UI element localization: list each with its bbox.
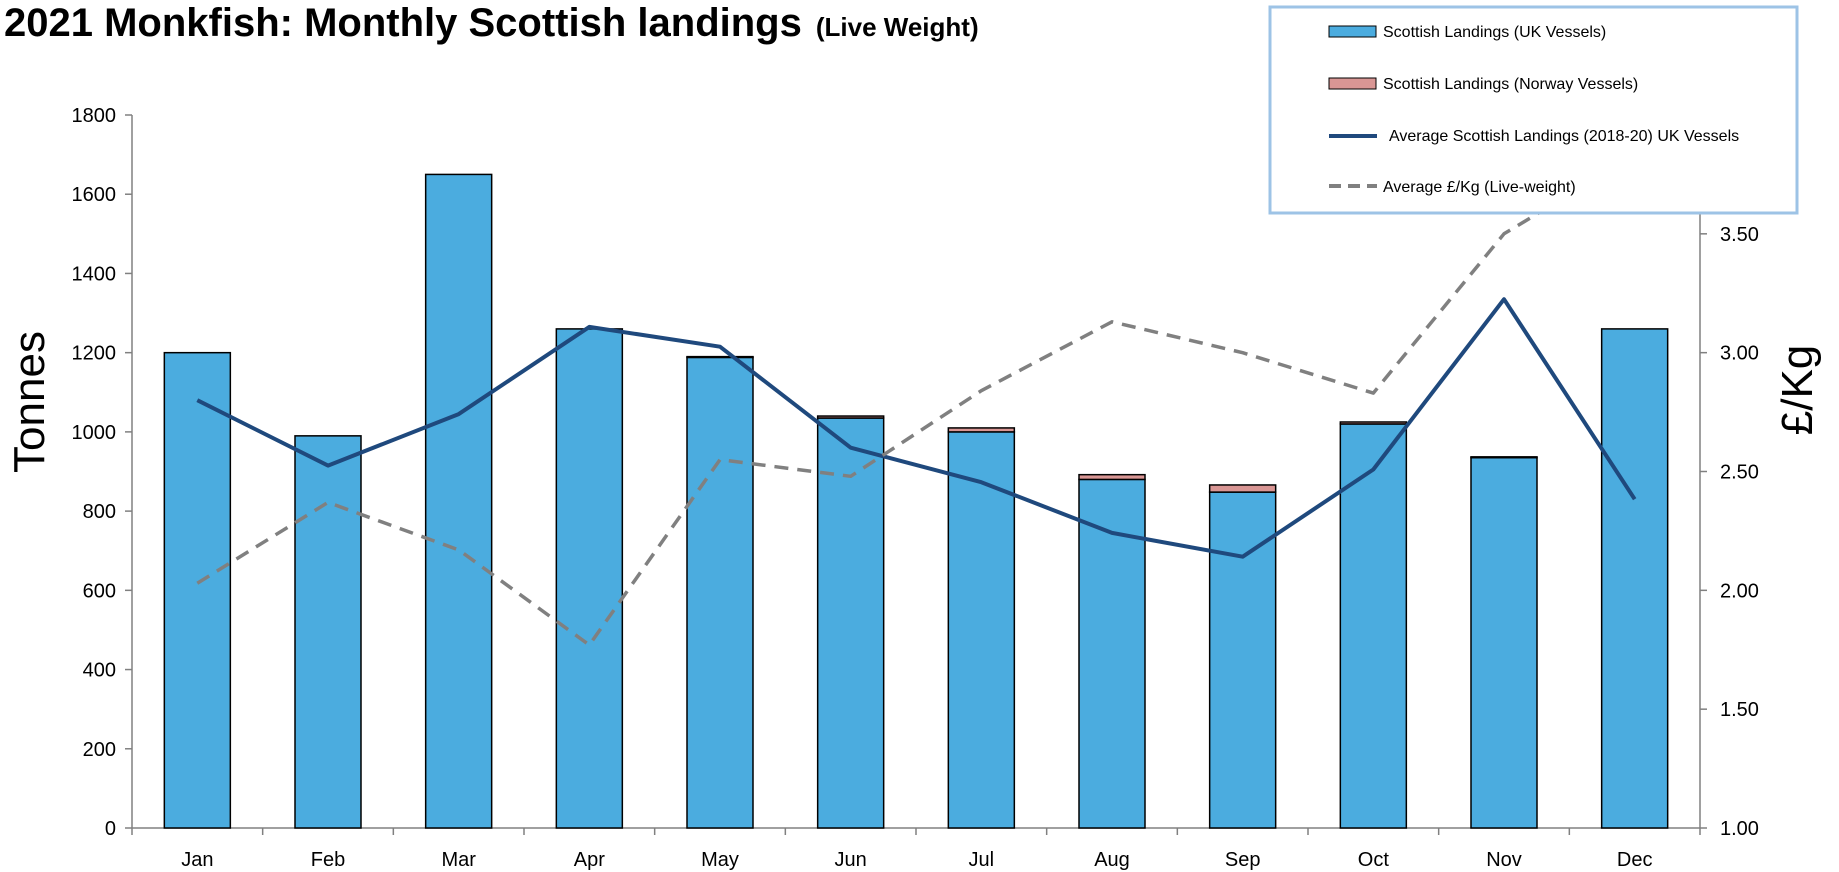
legend-label-uk: Scottish Landings (UK Vessels) [1383, 24, 1606, 41]
bar-series [163, 173, 1669, 829]
x-tick-label: May [701, 849, 739, 871]
bar-norway-vessels [1339, 421, 1408, 425]
x-tick-label: Oct [1358, 849, 1390, 871]
y-axis-left: 0 200 400 600 800 1000 1200 1400 1600 1800 [72, 105, 133, 840]
x-tick-label: Dec [1617, 849, 1653, 871]
plot-area: 0 200 400 600 800 1000 1200 1400 1600 1800 1.00 1.… [72, 105, 1759, 871]
y-tick-label-left: 400 [83, 660, 116, 682]
y-tick-label-left: 1200 [72, 343, 117, 365]
x-tick-label: Jun [835, 849, 867, 871]
y-tick-label-right: 1.50 [1720, 699, 1759, 721]
line-average-landings [196, 297, 1637, 559]
bar-norway-vessels [1078, 473, 1146, 481]
chart-subtitle: (Live Weight) [816, 12, 979, 42]
bar-uk-vessels [424, 173, 493, 829]
bar-uk-vessels [555, 328, 624, 829]
y-tick-label-right: 3.00 [1720, 343, 1759, 365]
y-tick-label-right: 2.00 [1720, 580, 1759, 602]
legend-label-norway: Scottish Landings (Norway Vessels) [1383, 76, 1638, 93]
bar-uk-vessels [1339, 423, 1408, 829]
bar-uk-vessels [947, 431, 1016, 829]
y-tick-label-left: 800 [83, 501, 116, 523]
y-tick-label-right: 3.50 [1720, 224, 1759, 246]
bar-uk-vessels [1208, 491, 1277, 829]
bar-uk-vessels [686, 356, 754, 829]
legend-swatch-uk [1328, 25, 1377, 38]
x-tick-label: Mar [441, 849, 476, 871]
line-average-price [196, 153, 1636, 647]
bar-norway-vessels [816, 415, 885, 419]
x-tick-label: Sep [1225, 849, 1261, 871]
y-tick-label-right: 1.00 [1720, 818, 1759, 840]
x-tick-label: Apr [574, 849, 605, 871]
legend-label-price: Average £/Kg (Live-weight) [1383, 179, 1576, 196]
y-tick-label-left: 1000 [72, 422, 117, 444]
y-tick-label-left: 600 [83, 580, 116, 602]
line-series [196, 153, 1637, 647]
bar-uk-vessels [294, 435, 362, 829]
x-axis: Jan Feb Mar Apr May Jun Jul Aug Sep Oct Nov Dec [131, 827, 1701, 871]
chart-title: 2021 Monkfish: Monthly Scottish landings… [4, 1, 979, 45]
y-axis-title-right: £/Kg [1773, 345, 1822, 436]
y-tick-label-left: 0 [105, 818, 116, 840]
x-tick-label: Jan [181, 849, 213, 871]
y-tick-label-left: 200 [83, 739, 116, 761]
y-tick-label-left: 1800 [72, 105, 117, 127]
bar-uk-vessels [163, 351, 232, 829]
x-tick-label: Nov [1486, 849, 1522, 871]
y-axis-title-left: Tonnes [5, 331, 54, 473]
bar-uk-vessels [1470, 456, 1538, 829]
bar-norway-vessels [1208, 484, 1277, 493]
bar-uk-vessels [816, 417, 885, 829]
y-tick-label-right: 2.50 [1720, 462, 1759, 484]
bar-norway-vessels [1470, 456, 1538, 459]
x-tick-label: Jul [969, 849, 995, 871]
y-tick-label-left: 1600 [72, 184, 117, 206]
legend: Scottish Landings (UK Vessels) Scottish … [1268, 5, 1799, 215]
y-axis-right: 1.001.502.002.503.003.504.00 [1699, 105, 1759, 840]
legend-swatch-norway [1328, 77, 1377, 90]
x-tick-label: Aug [1094, 849, 1130, 871]
legend-box [1268, 5, 1799, 215]
bar-norway-vessels [947, 427, 1016, 433]
bar-norway-vessels [686, 355, 754, 359]
y-tick-label-left: 1400 [72, 263, 117, 285]
bar-uk-vessels [1600, 328, 1669, 829]
x-tick-label: Feb [311, 849, 345, 871]
legend-label-average: Average Scottish Landings (2018-20) UK V… [1389, 128, 1739, 145]
